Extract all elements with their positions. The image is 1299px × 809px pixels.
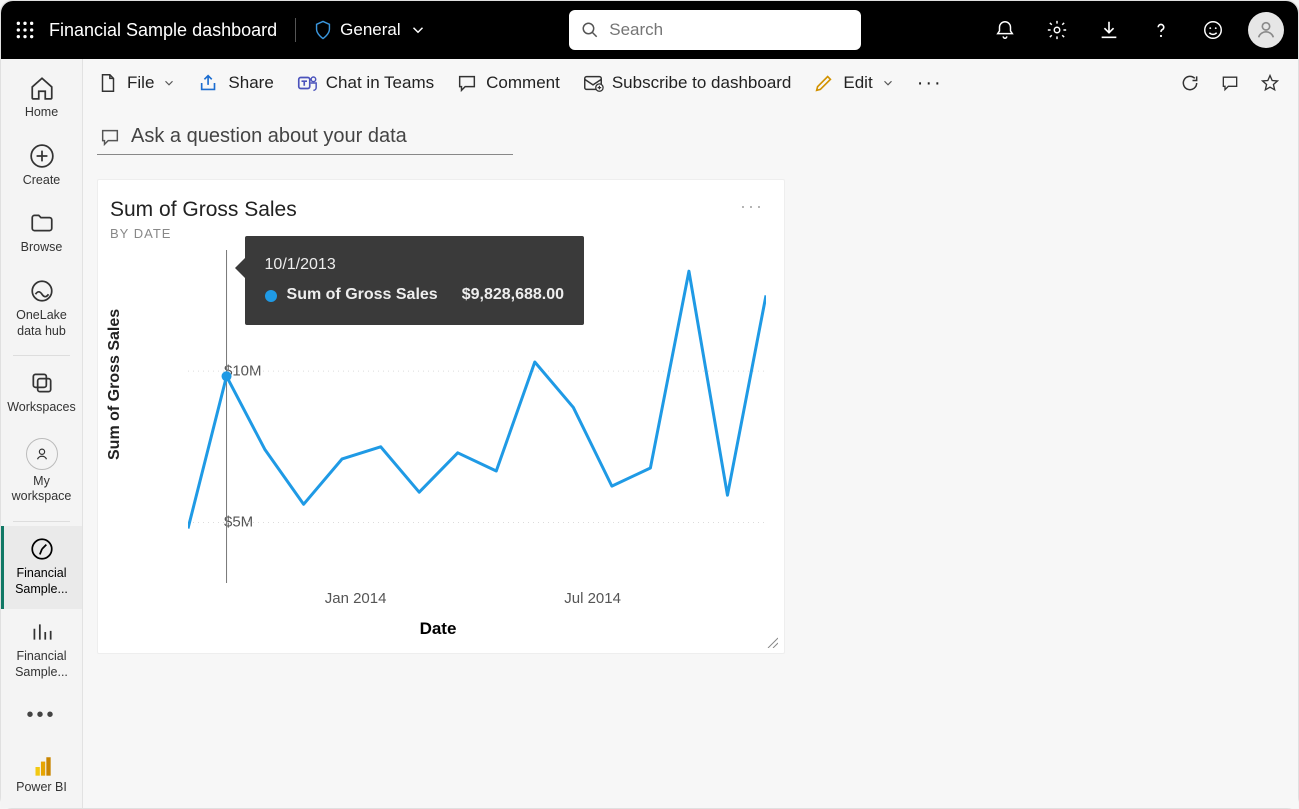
refresh-icon[interactable] — [1180, 73, 1200, 93]
qna-placeholder: Ask a question about your data — [131, 125, 407, 148]
chevron-down-icon — [409, 20, 427, 40]
nav-financial-report-label: Financial Sample... — [5, 649, 78, 680]
chart-tooltip: 10/1/2013Sum of Gross Sales $9,828,688.00 — [245, 236, 585, 325]
nav-financial-dashboard[interactable]: Financial Sample... — [1, 526, 82, 609]
nav-onelake-label: OneLake data hub — [5, 308, 78, 339]
chart-title: Sum of Gross Sales — [110, 198, 766, 222]
file-label: File — [127, 73, 154, 93]
top-bar: Financial Sample dashboard General — [1, 1, 1298, 59]
comment-button[interactable]: Comment — [456, 72, 560, 94]
nav-my-workspace[interactable]: My workspace — [1, 428, 82, 517]
edit-label: Edit — [843, 73, 872, 93]
search-input-wrap[interactable] — [569, 10, 861, 50]
nav-browse-label: Browse — [21, 240, 63, 256]
feedback-icon[interactable] — [1202, 19, 1224, 41]
main-area: File Share Chat in Teams Comment Subscri… — [83, 59, 1298, 808]
person-icon — [26, 438, 58, 470]
settings-icon[interactable] — [1046, 19, 1068, 41]
more-commands[interactable]: ··· — [917, 72, 943, 95]
chart-area: Sum of Gross Sales Date $5M$10M Jan 2014… — [110, 250, 766, 639]
nav-browse[interactable]: Browse — [1, 200, 82, 268]
chevron-down-icon — [162, 76, 176, 90]
nav-workspaces-label: Workspaces — [7, 400, 76, 416]
favorite-icon[interactable] — [1260, 73, 1280, 93]
nav-workspaces[interactable]: Workspaces — [1, 360, 82, 428]
search-icon — [581, 20, 599, 40]
left-nav: Home Create Browse OneLake data hub Work… — [1, 59, 83, 808]
nav-create[interactable]: Create — [1, 133, 82, 201]
card-more-icon[interactable]: ··· — [740, 196, 764, 217]
share-label: Share — [228, 73, 273, 93]
tooltip-dot-icon — [265, 290, 277, 302]
comment-label: Comment — [486, 73, 560, 93]
chat-pane-icon[interactable] — [1220, 73, 1240, 93]
nav-financial-dashboard-label: Financial Sample... — [5, 566, 78, 597]
download-icon[interactable] — [1098, 19, 1120, 41]
nav-financial-report[interactable]: Financial Sample... — [1, 609, 82, 692]
resize-handle[interactable] — [766, 635, 778, 647]
tooltip-value: $9,828,688.00 — [462, 280, 564, 310]
nav-home[interactable]: Home — [1, 65, 82, 133]
nav-home-label: Home — [25, 105, 58, 121]
brand-powerbi[interactable]: Power BI — [1, 744, 82, 808]
sensitivity-selector[interactable]: General — [314, 20, 426, 40]
brand-label: Power BI — [16, 780, 67, 794]
app-launcher-icon[interactable] — [15, 20, 35, 40]
command-bar: File Share Chat in Teams Comment Subscri… — [83, 59, 1298, 107]
qna-input[interactable]: Ask a question about your data — [97, 121, 513, 155]
nav-my-workspace-label: My workspace — [5, 474, 78, 505]
help-icon[interactable] — [1150, 19, 1172, 41]
account-avatar[interactable] — [1248, 12, 1284, 48]
y-axis-label: Sum of Gross Sales — [106, 309, 124, 460]
tooltip-date: 10/1/2013 — [265, 250, 565, 280]
chat-teams-button[interactable]: Chat in Teams — [296, 72, 434, 94]
subscribe-button[interactable]: Subscribe to dashboard — [582, 72, 792, 94]
x-axis-label: Date — [420, 619, 457, 639]
topbar-actions — [994, 19, 1224, 41]
nav-overflow[interactable]: ••• — [1, 693, 82, 740]
share-button[interactable]: Share — [198, 72, 273, 94]
search-input[interactable] — [609, 20, 849, 40]
notifications-icon[interactable] — [994, 19, 1016, 41]
sensitivity-label: General — [340, 20, 400, 40]
nav-create-label: Create — [23, 173, 61, 189]
chevron-down-icon — [881, 76, 895, 90]
chat-label: Chat in Teams — [326, 73, 434, 93]
nav-onelake[interactable]: OneLake data hub — [1, 268, 82, 351]
chart-card: Sum of Gross Sales BY DATE ··· Sum of Gr… — [97, 179, 785, 654]
file-menu[interactable]: File — [97, 72, 176, 94]
divider — [295, 18, 296, 42]
app-title: Financial Sample dashboard — [49, 20, 277, 41]
edit-button[interactable]: Edit — [813, 72, 894, 94]
subscribe-label: Subscribe to dashboard — [612, 73, 792, 93]
tooltip-series: Sum of Gross Sales — [287, 280, 438, 310]
